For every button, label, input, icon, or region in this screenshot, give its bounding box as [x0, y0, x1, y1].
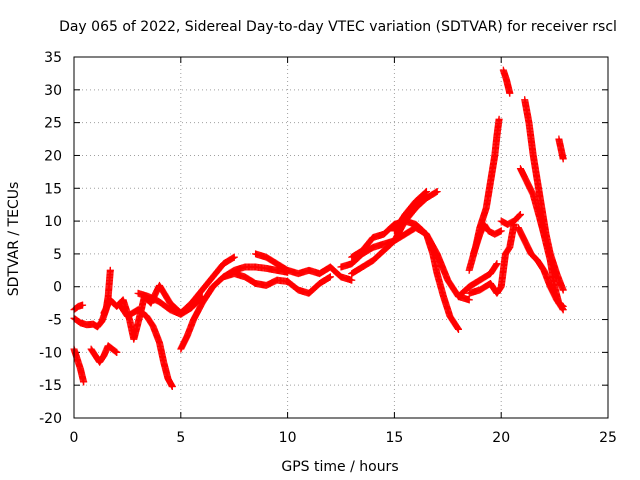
- series-arc-1: [70, 301, 87, 314]
- y-tick-label: -5: [48, 313, 62, 329]
- data-point: [422, 188, 430, 196]
- data-point: [454, 325, 462, 333]
- series-arc-15: [390, 188, 430, 235]
- series-arc-20: [497, 211, 524, 228]
- x-tick-label: 20: [492, 430, 510, 446]
- data-point: [106, 266, 114, 274]
- data-point: [516, 211, 524, 219]
- axis-ticks: 0 5 10 15 20 25 -20 -15 -10 -5 0 5 10 15 20 25 30 35: [39, 50, 617, 446]
- x-tick-label: 10: [279, 430, 297, 446]
- series-arc-10: [220, 270, 334, 297]
- plot-frame: [73, 56, 609, 419]
- data-point: [230, 253, 238, 261]
- data-point: [495, 115, 503, 123]
- x-axis-label: GPS time / hours: [281, 459, 398, 475]
- data-point: [112, 348, 120, 356]
- y-axis-label: SDTVAR / TECUs: [6, 182, 22, 297]
- series-arc-6: [117, 302, 176, 390]
- x-tick-label: 0: [70, 430, 79, 446]
- chart-title: Day 065 of 2022, Sidereal Day-to-day VTE…: [59, 19, 617, 35]
- y-tick-label: 30: [44, 83, 62, 99]
- data-point: [80, 378, 88, 386]
- data-point: [506, 89, 514, 97]
- series-arc-24: [514, 224, 567, 314]
- series-arc-21: [499, 66, 514, 97]
- y-tick-label: 15: [44, 181, 62, 197]
- data-point: [492, 261, 500, 269]
- y-tick-label: 10: [44, 214, 62, 230]
- data-point: [433, 188, 441, 196]
- y-tick-label: 0: [53, 280, 62, 296]
- y-tick-label: 5: [53, 247, 62, 263]
- series-arc-16: [454, 260, 501, 301]
- series-arc-14: [348, 188, 441, 278]
- x-tick-label: 15: [385, 430, 403, 446]
- series-arc-9: [177, 253, 238, 317]
- data-point: [326, 273, 334, 281]
- data-point: [111, 347, 119, 355]
- data-point: [348, 276, 356, 284]
- data-point: [454, 324, 462, 332]
- data-point: [465, 296, 473, 304]
- series-arc-11: [252, 250, 356, 284]
- data-point: [559, 286, 567, 294]
- data-point: [559, 305, 567, 313]
- x-tick-label: 25: [599, 430, 617, 446]
- series-arc-4: [87, 342, 121, 366]
- series-arc-23: [521, 96, 567, 294]
- x-tick-label: 5: [176, 430, 185, 446]
- series-arc-12: [337, 224, 473, 304]
- y-tick-label: 35: [44, 50, 62, 66]
- data-point: [493, 260, 501, 268]
- data-point: [497, 227, 505, 235]
- y-tick-label: 20: [44, 148, 62, 164]
- series-arc-25: [555, 135, 567, 163]
- series-arc-3: [70, 345, 88, 386]
- data-point: [559, 155, 567, 163]
- y-tick-label: -10: [39, 345, 62, 361]
- data-point: [559, 306, 567, 314]
- series-arc-13: [348, 217, 462, 333]
- series-arc-2: [70, 266, 114, 331]
- series-arc-19: [465, 220, 518, 297]
- series-arc-18: [469, 220, 505, 258]
- data-point: [113, 348, 121, 356]
- data-point: [168, 382, 176, 390]
- data-point: [79, 301, 87, 309]
- data-point: [421, 189, 429, 197]
- y-tick-label: -20: [39, 411, 62, 427]
- data-point: [516, 211, 524, 219]
- y-tick-label: -15: [39, 378, 62, 394]
- data-point: [422, 188, 430, 196]
- data-points: [70, 66, 567, 390]
- data-point: [515, 212, 523, 220]
- y-tick-label: 25: [44, 116, 62, 132]
